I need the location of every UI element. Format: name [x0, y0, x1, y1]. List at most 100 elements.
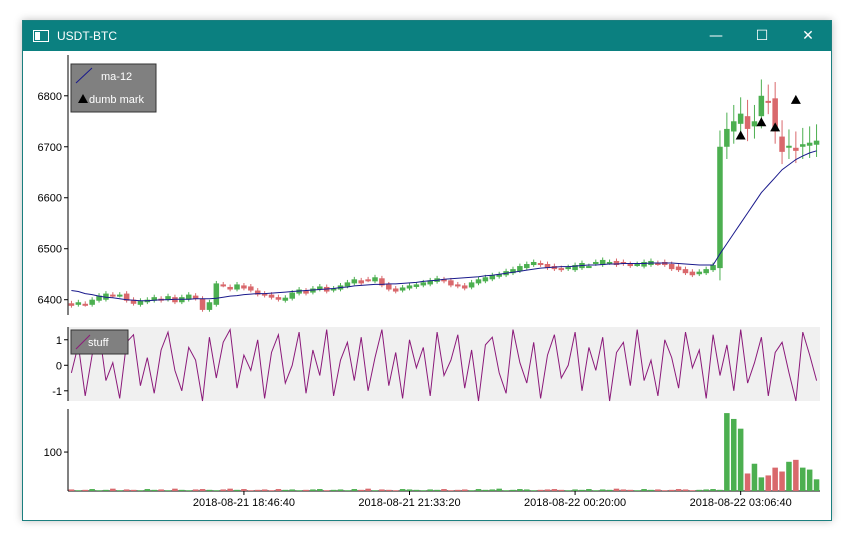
volume-bar [786, 461, 792, 491]
candle-body [296, 289, 302, 294]
volume-bar [703, 489, 709, 491]
candle-body [365, 279, 371, 282]
volume-bar [303, 489, 309, 491]
volume-bar [668, 489, 675, 491]
maximize-button[interactable]: ☐ [755, 28, 769, 44]
plot-area[interactable]: 6400 6500 6600 6700 6800 ma-12 dumb mark -1 0 1 s… [23, 51, 831, 520]
candle-body [613, 260, 620, 266]
candle-body [220, 284, 226, 287]
volume-bar [496, 488, 502, 491]
volume-bar [806, 469, 813, 491]
volume-bar [530, 490, 537, 491]
volume-bar [434, 489, 440, 491]
candle-body [103, 293, 109, 300]
volume-bar [648, 489, 654, 491]
x-tick-label: 2018-08-21 21:33:20 [358, 497, 460, 509]
candle-body [668, 264, 675, 270]
candle-body [213, 283, 220, 305]
candle-body [558, 268, 565, 271]
minimize-button[interactable]: — [709, 28, 723, 44]
volume-bar [593, 490, 599, 491]
candle-body [737, 113, 744, 124]
x-tick-label: 2018-08-22 00:20:00 [524, 497, 626, 509]
candle-body [261, 293, 268, 296]
candle-body [392, 288, 399, 292]
volume-bar [682, 489, 689, 491]
candle-body [420, 282, 427, 286]
volume-bar [813, 479, 820, 491]
candle-body [620, 261, 627, 265]
volume-bar [620, 489, 627, 491]
volume-bar [179, 489, 185, 491]
candle-body [351, 279, 358, 284]
volume-bar [572, 489, 578, 491]
dumb-mark-point [790, 94, 801, 104]
candle-body [441, 279, 447, 282]
volume-bar [144, 489, 151, 491]
candle-body [89, 299, 95, 305]
volume-bar [427, 489, 433, 491]
volume-bar [372, 490, 378, 491]
volume-bar [696, 489, 703, 491]
candle-body [227, 286, 233, 290]
volume-bar [165, 490, 171, 491]
volume-bar [606, 489, 613, 491]
volume-bar [675, 489, 682, 491]
volume-bar [358, 489, 364, 491]
volume-bar [337, 489, 344, 491]
candle-body [655, 263, 661, 265]
volume-bar [517, 489, 523, 491]
close-button[interactable]: ✕ [802, 28, 814, 44]
dumb-mark-legend-label: dumb mark [89, 94, 145, 106]
volume-bar [386, 489, 392, 491]
chart-canvas[interactable]: 6400 6500 6600 6700 6800 ma-12 dumb mark -1 0 1 s… [23, 51, 831, 520]
oscillator-y-tick-label: 0 [56, 360, 62, 372]
volume-bar [254, 489, 261, 491]
candle-body [165, 296, 171, 300]
candle-body [731, 121, 737, 132]
volume-bar [420, 490, 427, 491]
volume-bar [282, 489, 289, 491]
volume-bar [731, 418, 737, 491]
stuff-line [70, 327, 818, 402]
stuff-legend-swatch [75, 334, 91, 350]
price-panel: 6400 6500 6600 6700 6800 ma-12 dumb mark [38, 55, 820, 315]
candle-body [703, 269, 709, 274]
volume-bar [737, 428, 744, 491]
price-legend: ma-12 dumb mark [70, 63, 157, 113]
title-bar[interactable]: USDT-BTC — ☐ ✕ [23, 21, 831, 51]
volume-panel: 100 2018-08-21 18:46:40 2018-08-21 21:33:2… [44, 409, 820, 509]
volume-bar [68, 489, 75, 491]
candle-body [358, 280, 364, 284]
candle-body [206, 302, 213, 310]
volume-bar [234, 489, 240, 491]
candle-body [68, 303, 75, 306]
volume-bar [689, 490, 696, 491]
volume-bar [185, 490, 192, 491]
candle-body [510, 269, 516, 274]
oscillator-y-tick-label: 1 [56, 335, 62, 347]
volume-bar [399, 489, 406, 491]
volume-bar [510, 489, 516, 491]
candle-body [399, 287, 406, 291]
candle-body [786, 145, 792, 148]
volume-bar [241, 489, 247, 491]
volume-bar [172, 488, 178, 491]
candle-body [586, 266, 592, 269]
volume-bar [206, 489, 213, 491]
volume-bar [524, 489, 530, 491]
volume-bar [123, 489, 130, 491]
volume-bar [489, 489, 496, 491]
candle-body [696, 271, 703, 275]
volume-bar [365, 488, 371, 491]
volume-bar [662, 490, 668, 491]
candle-body [799, 144, 806, 147]
volume-bar [151, 489, 157, 491]
price-y-tick-label: 6500 [38, 244, 62, 256]
candle-body [627, 264, 634, 267]
candle-body [234, 284, 240, 290]
candle-body [282, 297, 289, 301]
volume-bar [392, 490, 399, 491]
volume-bar [627, 489, 634, 491]
candle-body [123, 293, 130, 301]
